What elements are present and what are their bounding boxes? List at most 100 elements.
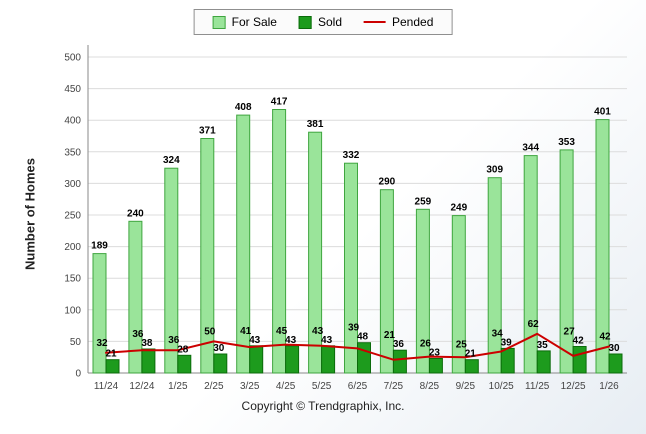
pended-value-label: 34 — [492, 328, 504, 339]
copyright-text: Copyright © Trendgraphix, Inc. — [241, 399, 405, 413]
for-sale-value-label: 417 — [271, 97, 288, 108]
for-sale-value-label: 332 — [343, 150, 360, 161]
pended-value-label: 42 — [599, 332, 611, 343]
sold-value-label: 30 — [213, 343, 225, 354]
x-tick-label: 11/24 — [94, 381, 119, 392]
bar-for-sale — [164, 167, 179, 374]
y-tick-label: 250 — [64, 211, 81, 222]
sold-value-label: 48 — [357, 332, 369, 343]
bar-sold — [213, 353, 228, 374]
pended-value-label: 32 — [96, 338, 108, 349]
for-sale-value-label: 309 — [486, 165, 503, 176]
x-tick-label: 9/25 — [456, 381, 476, 392]
pended-value-label: 50 — [204, 326, 216, 337]
sold-value-label: 38 — [141, 338, 153, 349]
bar-sold — [249, 345, 264, 374]
y-tick-label: 200 — [64, 242, 81, 253]
legend: For Sale Sold Pended — [193, 9, 453, 35]
bar-for-sale — [272, 109, 287, 374]
bar-for-sale — [344, 162, 358, 374]
legend-item-for-sale: For Sale — [212, 15, 277, 29]
pended-value-label: 21 — [384, 330, 396, 341]
pended-value-label: 26 — [420, 339, 432, 350]
sold-value-label: 21 — [465, 349, 477, 360]
for-sale-value-label: 353 — [558, 137, 575, 148]
legend-label-for-sale: For Sale — [231, 15, 277, 29]
x-tick-label: 1/26 — [599, 381, 619, 392]
y-tick-label: 400 — [64, 116, 81, 127]
legend-label-sold: Sold — [317, 15, 343, 29]
bar-for-sale — [128, 220, 143, 374]
bar-for-sale — [379, 189, 394, 374]
y-tick-label: 50 — [70, 337, 82, 348]
for-sale-value-label: 290 — [379, 177, 396, 188]
pended-value-label: 36 — [168, 335, 180, 346]
for-sale-value-label: 240 — [127, 208, 144, 219]
for-sale-value-label: 344 — [522, 143, 539, 154]
pended-value-label: 27 — [564, 327, 576, 338]
x-tick-label: 2/25 — [204, 381, 224, 392]
bar-for-sale — [523, 155, 538, 374]
x-tick-label: 5/25 — [312, 381, 332, 392]
y-tick-label: 100 — [64, 305, 81, 316]
x-tick-label: 3/25 — [240, 381, 260, 392]
sold-value-label: 23 — [429, 348, 441, 359]
legend-label-pended: Pended — [392, 15, 434, 29]
for-sale-value-label: 324 — [163, 155, 180, 166]
y-tick-label: 500 — [64, 53, 81, 64]
for-sale-swatch-icon — [212, 15, 226, 29]
bar-sold — [572, 346, 587, 374]
y-tick-label: 350 — [64, 147, 81, 158]
for-sale-value-label: 249 — [450, 203, 467, 214]
bar-sold — [392, 349, 407, 374]
sold-value-label: 30 — [608, 343, 620, 354]
legend-item-sold: Sold — [298, 15, 343, 29]
sold-value-label: 35 — [537, 340, 549, 351]
pended-value-label: 39 — [348, 323, 360, 334]
sold-value-label: 28 — [177, 344, 189, 355]
sold-swatch-icon — [298, 15, 312, 29]
sold-value-label: 43 — [249, 335, 261, 346]
x-tick-label: 8/25 — [420, 381, 440, 392]
for-sale-value-label: 259 — [415, 196, 432, 207]
sold-value-label: 42 — [573, 336, 585, 347]
bar-sold — [428, 358, 443, 374]
x-tick-label: 4/25 — [276, 381, 296, 392]
bar-sold — [177, 354, 192, 374]
bar-sold — [536, 350, 551, 374]
for-sale-value-label: 189 — [91, 241, 108, 252]
bar-sold — [608, 353, 623, 374]
pended-value-label: 45 — [276, 326, 288, 337]
x-tick-label: 7/25 — [384, 381, 404, 392]
for-sale-value-label: 381 — [307, 119, 324, 130]
pended-line-swatch-icon — [364, 21, 387, 23]
y-tick-label: 450 — [64, 84, 81, 95]
bar-for-sale — [559, 149, 574, 374]
bar-for-sale — [236, 114, 251, 374]
y-tick-label: 150 — [64, 274, 81, 285]
bar-sold — [500, 347, 515, 374]
bar-for-sale — [308, 131, 323, 374]
for-sale-value-label: 371 — [199, 126, 216, 137]
bar-for-sale — [595, 119, 610, 374]
bar-sold — [357, 342, 371, 374]
pended-value-label: 62 — [528, 319, 540, 330]
bar-sold — [141, 348, 156, 374]
pended-value-label: 41 — [240, 326, 252, 337]
legend-item-pended: Pended — [364, 15, 433, 29]
bar-for-sale — [92, 253, 107, 374]
sold-value-label: 36 — [393, 339, 405, 350]
pended-value-label: 43 — [312, 326, 324, 337]
pended-value-label: 36 — [132, 329, 144, 340]
pended-line — [105, 332, 610, 361]
x-tick-label: 11/25 — [525, 381, 550, 392]
bar-for-sale — [415, 208, 430, 374]
sold-value-label: 39 — [501, 337, 513, 348]
sold-value-label: 43 — [285, 335, 297, 346]
y-tick-label: 300 — [64, 179, 81, 190]
for-sale-value-label: 408 — [235, 102, 252, 113]
bar-sold — [321, 345, 336, 374]
x-tick-label: 12/24 — [129, 381, 154, 392]
